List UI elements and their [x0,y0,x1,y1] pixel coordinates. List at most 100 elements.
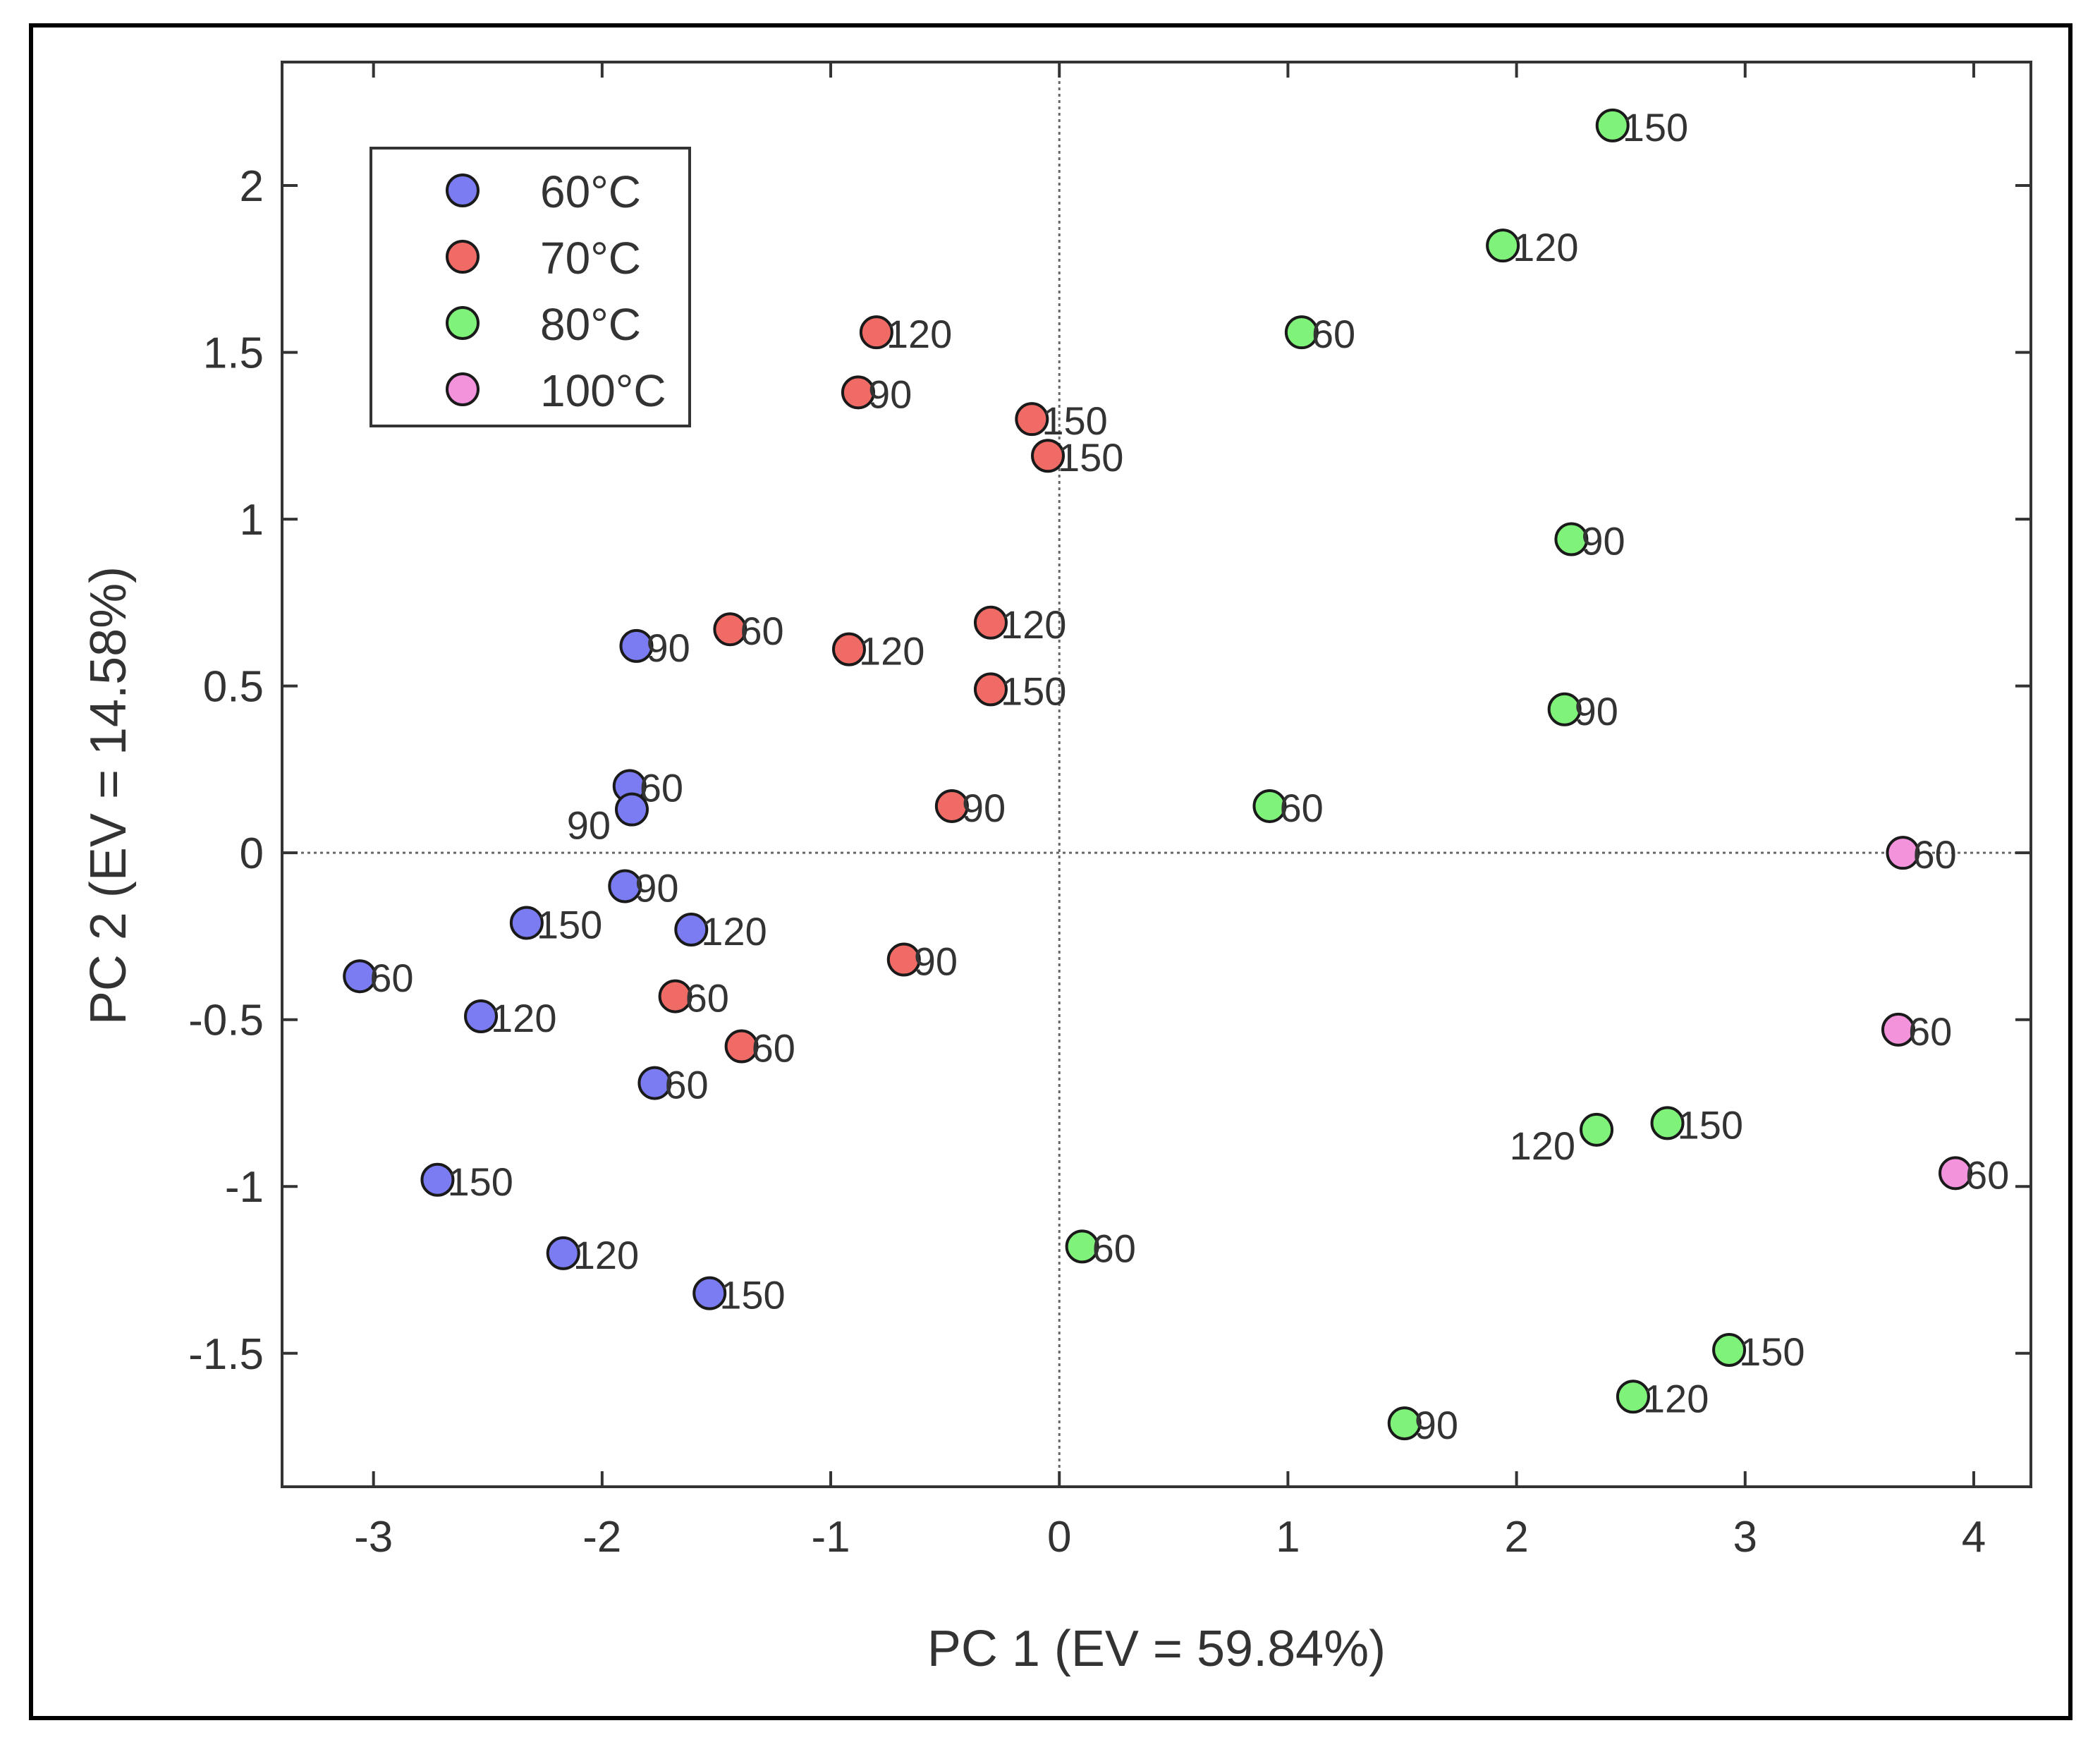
data-point [1547,692,1582,726]
data-point-label: 150 [1058,435,1123,480]
x-tick-label: -3 [354,1513,393,1562]
data-point-label: 150 [1001,669,1066,713]
data-point [1015,402,1049,437]
data-point-label: 60 [1312,312,1355,356]
legend-label: 80°C [540,299,641,350]
data-point-label: 150 [537,903,602,947]
data-point-label: 60 [1965,1152,2009,1197]
legend-label: 60°C [540,166,641,217]
legend-marker [446,372,480,406]
data-point [546,1236,580,1270]
y-tick-label: 1.5 [203,329,264,378]
data-point-label: 120 [573,1233,639,1277]
x-tick-label: 2 [1504,1513,1528,1562]
data-point [1712,1333,1747,1368]
x-axis-title: PC 1 (EV = 59.84%) [927,1621,1386,1677]
data-point [509,906,544,940]
data-point [658,979,692,1013]
plot-area: -3 -2 -1 0 1 2 3 4 -1.5 -1 -0.5 0 0.5 1 1.5 2 PC 1 (EV =… [80,61,2032,1677]
y-tick-label: -1 [225,1163,264,1212]
data-point-label: 90 [868,372,912,416]
legend-box [370,147,691,427]
y-tick-label: 1 [240,496,264,544]
data-point [973,605,1008,640]
data-point [1616,1380,1650,1414]
data-point [1881,1012,1915,1047]
data-point [1252,789,1287,823]
data-point-label: 60 [664,1063,708,1107]
x-tick-label: 4 [1962,1513,1986,1562]
data-point-label: 120 [1510,1124,1575,1168]
data-point-label: 120 [859,629,924,674]
x-tick-label: 0 [1047,1513,1071,1562]
data-point-label: 90 [962,786,1006,830]
data-point-label: 90 [1581,518,1625,563]
data-point [464,999,499,1033]
data-point [637,1066,672,1100]
data-point-label: 60 [1092,1226,1136,1270]
data-point [1031,439,1066,473]
x-tick-label: 3 [1733,1513,1757,1562]
legend-label: 70°C [540,233,641,284]
data-point [934,789,969,823]
data-point [886,942,921,977]
data-point [831,632,866,666]
data-point-label: 90 [635,865,678,910]
data-point-label: 150 [1623,105,1688,150]
data-point [420,1162,455,1197]
data-point [619,628,654,663]
y-tick-label: -1.5 [188,1330,264,1379]
data-point-label: 60 [1912,832,1956,877]
data-point-label: 60 [1279,786,1323,830]
y-tick-label: 0.5 [203,663,264,712]
y-tick-label: 0 [240,829,264,878]
x-tick-label: -1 [811,1513,850,1562]
data-point [1065,1229,1099,1264]
data-point [724,1029,759,1064]
data-point [615,792,649,827]
figure-border [29,23,2072,1720]
data-point [841,375,875,410]
data-point-label: 120 [886,312,952,356]
legend-marker [446,306,480,340]
data-point-label: 120 [1001,602,1066,647]
data-point-label: 60 [752,1026,795,1071]
data-point [608,869,642,903]
data-point-label: 150 [447,1159,513,1204]
legend-marker [446,240,480,274]
plot-frame [281,61,2032,1488]
data-point-label: 60 [370,956,413,1000]
data-point [859,315,893,350]
data-point [674,912,709,946]
data-point-label: 90 [646,626,690,670]
y-tick-label: -0.5 [188,997,264,1045]
y-axis-title: PC 2 (EV = 14.58%) [80,566,137,1025]
data-point-label: 120 [1513,225,1578,269]
data-point [1939,1156,1973,1191]
data-point-label: 150 [1678,1102,1743,1147]
data-point [1580,1112,1614,1147]
data-point-label: 60 [1908,1009,1952,1054]
data-point-label: 120 [1643,1376,1709,1420]
data-point-label: 60 [740,609,783,653]
data-point [1284,315,1319,350]
data-point [1486,229,1520,263]
data-point-label: 120 [701,909,767,954]
data-point [1387,1406,1422,1441]
data-point-label: 150 [1739,1329,1805,1374]
data-point-label: 90 [1575,689,1618,734]
data-point [1886,836,1920,870]
data-point [692,1276,727,1310]
data-point [1650,1106,1685,1140]
data-point [973,672,1008,707]
data-point-label: 150 [1042,398,1107,443]
x-tick-label: -2 [582,1513,621,1562]
legend-label: 100°C [540,365,666,416]
data-point [343,959,377,994]
data-point-label: 120 [491,996,556,1040]
data-point-label: 90 [914,939,958,984]
y-tick-label: 2 [240,162,264,211]
data-point [713,612,747,647]
x-tick-label: 1 [1276,1513,1300,1562]
